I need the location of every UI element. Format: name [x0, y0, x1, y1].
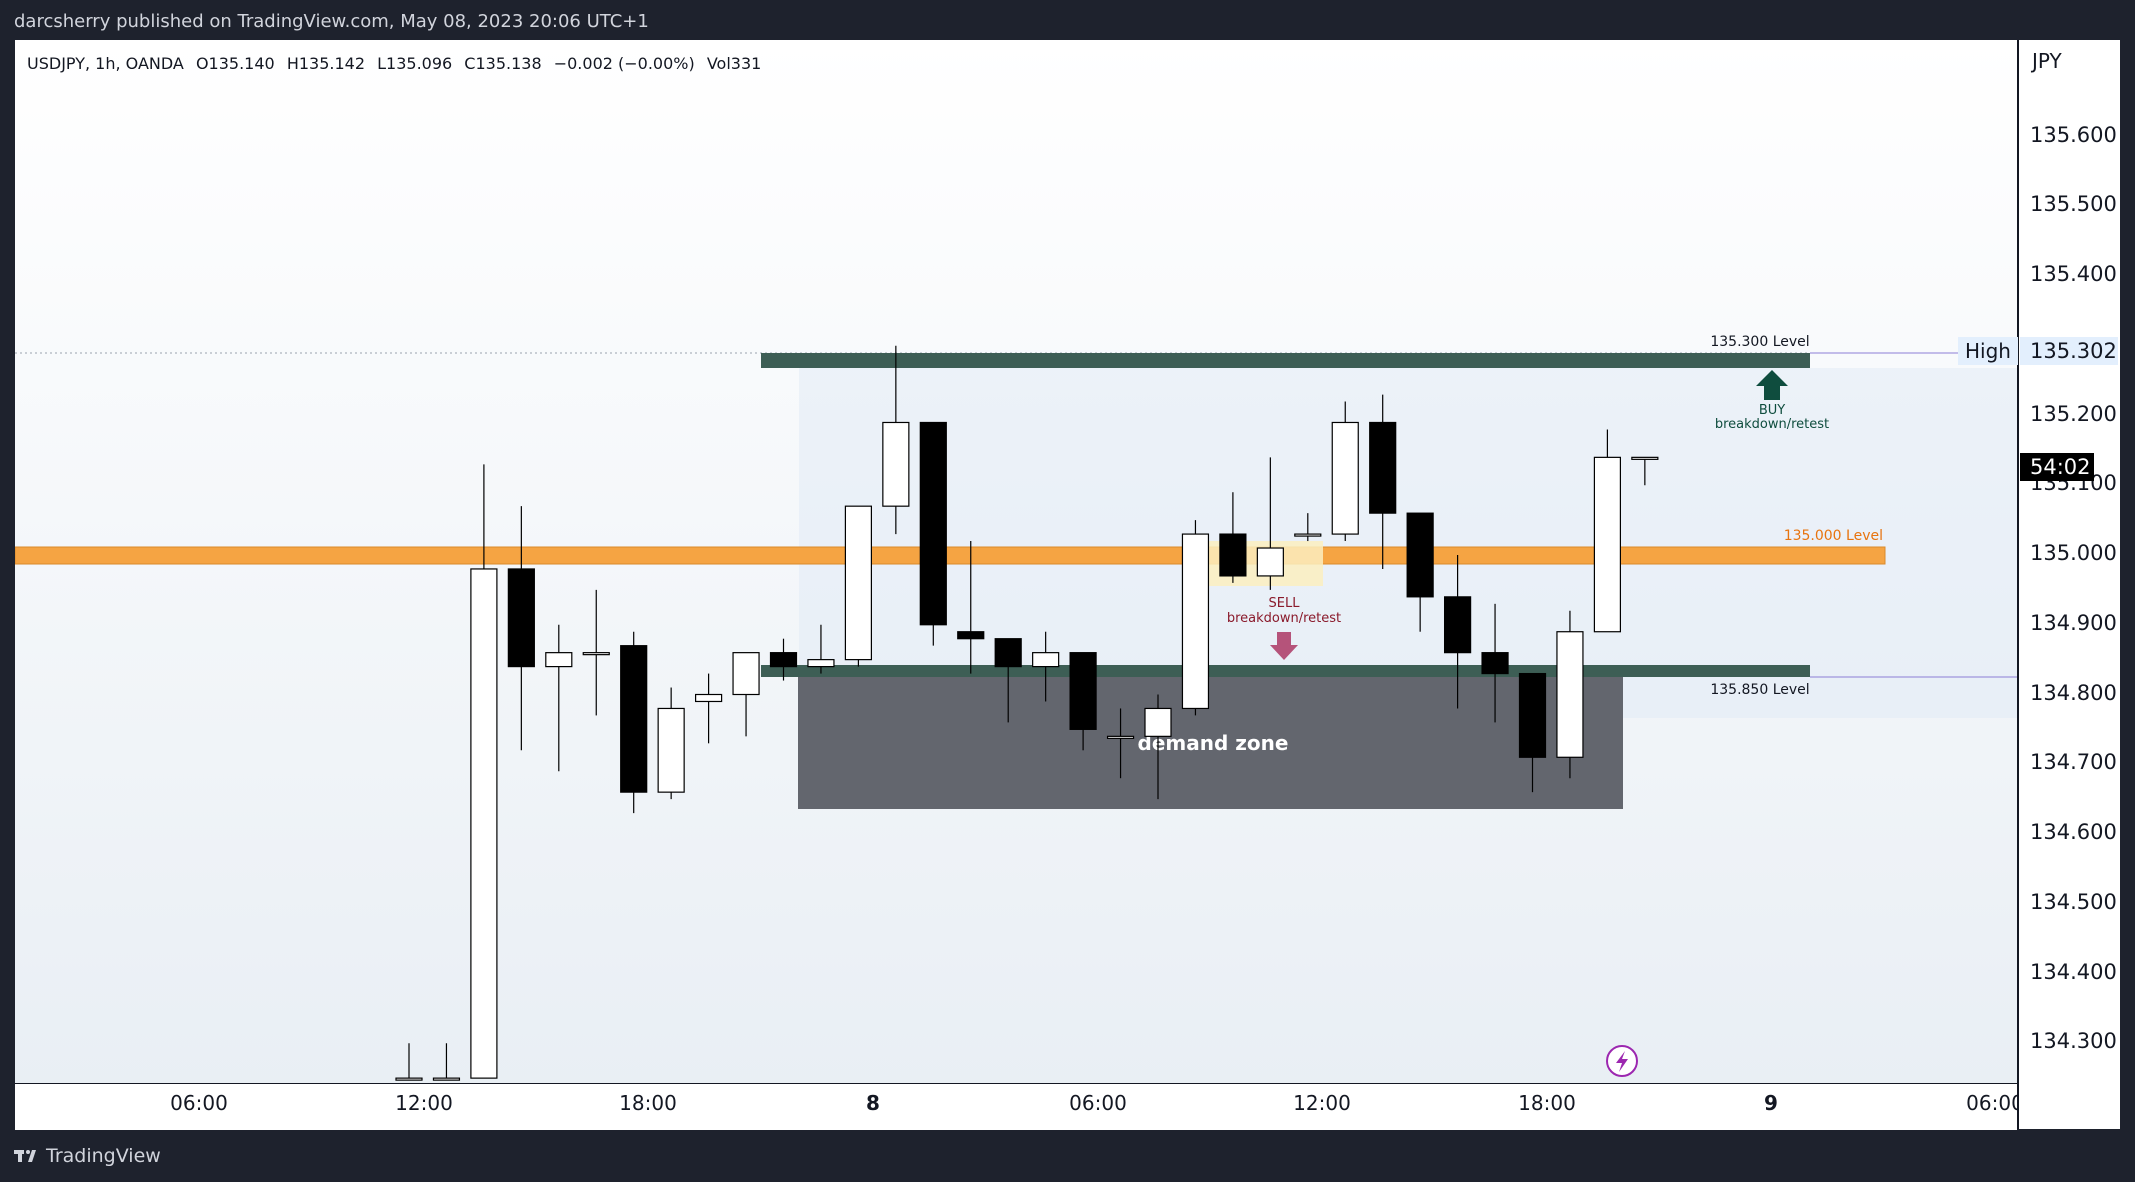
tradingview-icon — [14, 1150, 36, 1162]
price-tick: 135.200 — [2030, 401, 2117, 426]
price-tick: 134.900 — [2030, 610, 2117, 635]
candle-bearish — [1069, 652, 1097, 730]
symbol-legend: USDJPY, 1h, OANDA O135.140 H135.142 L135… — [27, 54, 768, 73]
candle-bearish — [1443, 596, 1472, 654]
candle-bullish — [1106, 735, 1135, 739]
price-tick: 134.600 — [2030, 820, 2117, 844]
right-edge — [2120, 40, 2135, 1131]
close-value: C135.138 — [464, 54, 542, 73]
candle-bullish — [1631, 456, 1659, 460]
candle-bullish — [1144, 707, 1172, 737]
price-tick: 134.700 — [2030, 750, 2117, 775]
time-tick: 8 — [866, 1091, 880, 1115]
lightning-icon[interactable] — [1606, 1045, 1638, 1077]
top-bar: darcsherry published on TradingView.com,… — [0, 0, 2135, 40]
candle-bullish — [1294, 533, 1322, 537]
candle-bullish — [694, 693, 723, 703]
sell-arrow-icon — [1270, 632, 1298, 660]
time-tick: 9 — [1764, 1091, 1778, 1115]
demand-zone — [798, 677, 1623, 809]
candle-bullish — [1032, 652, 1060, 668]
sell-label: SELL — [1269, 596, 1301, 611]
bar-countdown: 54:02 — [2020, 453, 2094, 481]
price-tick: 134.500 — [2030, 889, 2117, 914]
time-tick: 06:00 — [1069, 1091, 1127, 1115]
candle-bullish — [882, 421, 910, 507]
bottom-level-band — [761, 665, 1810, 677]
candle-bearish — [1518, 672, 1547, 758]
candle-bullish — [470, 568, 498, 1079]
candle-bullish — [395, 1077, 423, 1081]
time-tick: 18:00 — [1518, 1091, 1576, 1115]
high-value: H135.142 — [286, 54, 366, 73]
mid-level-label: 135.000 Level — [1784, 528, 1883, 544]
candle-bullish — [432, 1077, 461, 1081]
candle-bearish — [1219, 533, 1247, 577]
candle-bullish — [1256, 547, 1284, 577]
candle-bullish — [732, 652, 760, 696]
bottom-level-label: 135.850 Level — [1710, 682, 1809, 698]
candlestick-chart[interactable]: demand zone 135.300 Level 135.000 Level … — [15, 40, 2017, 1129]
top-level-band — [761, 353, 1810, 368]
footer-brand: TradingView — [46, 1145, 161, 1167]
price-tick: 135.600 — [2030, 122, 2117, 147]
time-tick: 12:00 — [1293, 1091, 1351, 1115]
candle-bearish — [1369, 421, 1397, 514]
time-tick: 12:00 — [395, 1091, 453, 1115]
candle-bullish — [1331, 421, 1359, 535]
candle-bearish — [994, 638, 1022, 668]
candle-bearish — [620, 645, 648, 793]
candle-bearish — [919, 421, 947, 626]
candle-bullish — [582, 652, 610, 656]
chart-area[interactable]: demand zone 135.300 Level 135.000 Level … — [15, 40, 2019, 1129]
candle-bearish — [1406, 512, 1434, 598]
price-tick: 134.300 — [2030, 1029, 2117, 1054]
candle-bullish — [844, 505, 873, 661]
time-tick: 18:00 — [619, 1091, 677, 1115]
open-value: O135.140 — [195, 54, 275, 73]
candle-bearish — [1481, 652, 1509, 675]
publisher-info: darcsherry published on TradingView.com,… — [14, 11, 649, 32]
buy-label: BUY — [1759, 403, 1785, 418]
candle-bearish — [769, 652, 798, 668]
time-axis[interactable] — [15, 1083, 2017, 1130]
sell-sub-label: breakdown/retest — [1227, 611, 1341, 626]
price-tick: 134.800 — [2030, 680, 2117, 705]
candle-bearish — [507, 568, 535, 668]
low-value: L135.096 — [377, 54, 453, 73]
candle-bullish — [657, 707, 685, 793]
symbol-name[interactable]: USDJPY, 1h, OANDA — [27, 54, 184, 73]
candles — [395, 345, 1659, 1081]
candle-bullish — [1556, 631, 1584, 758]
price-tick: 135.000 — [2030, 541, 2117, 565]
price-axis[interactable] — [2019, 40, 2120, 1129]
candle-bullish — [1181, 533, 1210, 710]
candle-bullish — [807, 659, 835, 668]
price-tick: 134.400 — [2030, 959, 2117, 984]
tradingview-logo[interactable]: TradingView — [14, 1145, 161, 1167]
currency-label: JPY — [2032, 49, 2062, 73]
price-tick: 135.500 — [2030, 192, 2117, 217]
bottom-bar: TradingView — [0, 1131, 2135, 1182]
volume-value: Vol331 — [706, 54, 762, 73]
high-price-label: 135.302 — [2020, 337, 2118, 365]
time-tick: 06:00 — [1966, 1091, 2024, 1115]
change-value: −0.002 (−0.00%) — [553, 54, 695, 73]
high-tag: High — [1958, 337, 2018, 365]
candle-bearish — [957, 631, 985, 640]
top-level-label: 135.300 Level — [1710, 334, 1809, 350]
candle-bullish — [545, 652, 573, 668]
buy-sub-label: breakdown/retest — [1715, 417, 1829, 432]
time-tick: 06:00 — [170, 1091, 228, 1115]
candle-bullish — [1593, 456, 1622, 633]
buy-arrow-icon — [1756, 370, 1788, 400]
price-tick: 135.400 — [2030, 262, 2117, 286]
